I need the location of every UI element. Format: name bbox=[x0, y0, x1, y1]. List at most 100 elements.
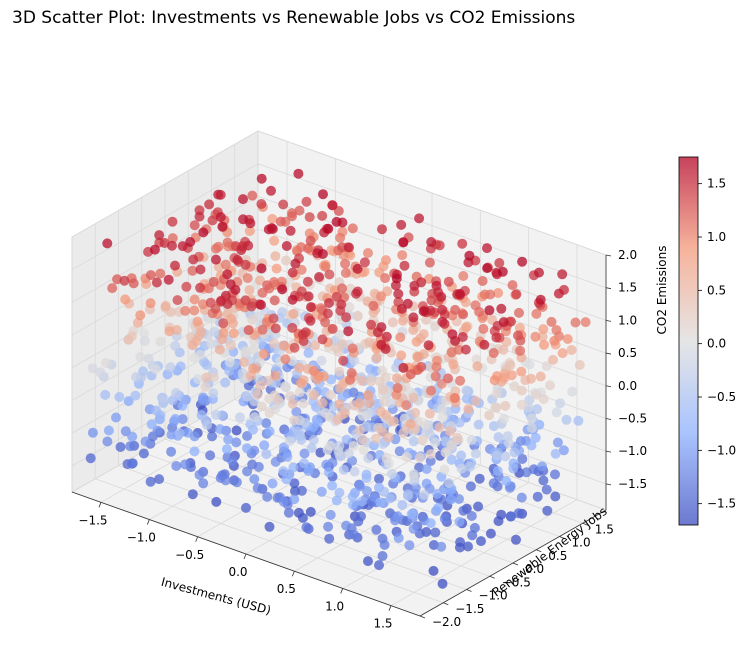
scatter-point bbox=[270, 456, 281, 467]
scatter-point bbox=[374, 473, 384, 484]
scatter-point bbox=[172, 295, 183, 306]
scatter-point bbox=[535, 294, 546, 305]
scatter-point bbox=[275, 216, 286, 227]
scatter-point bbox=[418, 306, 429, 317]
scatter-point bbox=[508, 463, 519, 474]
scatter-point bbox=[192, 374, 203, 384]
x-tick-label: 0.0 bbox=[228, 565, 247, 579]
scatter-point bbox=[434, 240, 445, 251]
scatter-point bbox=[384, 458, 394, 469]
scatter-point bbox=[242, 431, 253, 441]
scatter-point bbox=[270, 370, 281, 381]
z-tick-mark bbox=[605, 385, 612, 388]
x-tick-label: −1.0 bbox=[127, 531, 156, 545]
scatter-point bbox=[314, 272, 325, 282]
z-tick-label: −1.0 bbox=[618, 444, 647, 458]
y-tick-label: 0.5 bbox=[548, 549, 567, 563]
z-tick-mark bbox=[605, 418, 612, 420]
scatter-point bbox=[154, 230, 165, 241]
scatter-point bbox=[324, 467, 334, 478]
scatter-point bbox=[284, 436, 295, 447]
scatter-point bbox=[555, 398, 566, 409]
scatter-point bbox=[289, 342, 300, 353]
scatter-point bbox=[187, 265, 198, 276]
scatter-point bbox=[194, 469, 205, 480]
scatter-point bbox=[135, 352, 146, 362]
scatter-point bbox=[340, 268, 351, 278]
scatter-point bbox=[285, 391, 296, 402]
scatter-point bbox=[380, 273, 391, 284]
scatter-point bbox=[139, 336, 150, 346]
scatter-point bbox=[455, 375, 466, 386]
scatter-point bbox=[488, 421, 499, 432]
scatter-point bbox=[434, 422, 445, 433]
scatter-point bbox=[430, 527, 441, 538]
scatter-point bbox=[201, 372, 212, 383]
scatter-point bbox=[497, 266, 508, 277]
scatter-point bbox=[488, 478, 499, 489]
scatter-point bbox=[371, 524, 382, 535]
scatter-point bbox=[225, 340, 236, 351]
scatter-point bbox=[464, 461, 475, 472]
scatter-point bbox=[409, 471, 420, 482]
scatter-point bbox=[327, 200, 338, 211]
scatter-point bbox=[580, 317, 591, 328]
x-tick-label: 0.5 bbox=[277, 582, 296, 596]
scatter-point bbox=[324, 412, 335, 423]
y-tick-label: −1.0 bbox=[479, 589, 508, 603]
tick-labels: −1.5−1.0−0.50.00.51.01.5 −2.0−1.5−1.0−0.5… bbox=[78, 248, 647, 631]
z-tick-mark bbox=[605, 450, 612, 453]
scatter-point bbox=[327, 323, 338, 334]
scatter-point bbox=[344, 242, 354, 253]
scatter-point bbox=[343, 448, 354, 459]
scatter-point bbox=[358, 435, 368, 445]
scatter-point bbox=[436, 291, 447, 302]
scatter-point bbox=[332, 414, 343, 425]
scatter-point bbox=[463, 541, 473, 552]
scatter-point bbox=[177, 400, 188, 411]
scatter-point bbox=[252, 483, 263, 493]
scatter-point bbox=[484, 305, 495, 316]
scatter-point bbox=[242, 466, 253, 477]
scatter-point bbox=[198, 299, 208, 310]
scatter-point bbox=[264, 407, 275, 418]
scatter-point bbox=[545, 380, 555, 391]
scatter-point bbox=[362, 486, 372, 496]
scatter-point bbox=[437, 412, 448, 423]
scatter-point bbox=[364, 397, 375, 408]
scatter-point bbox=[247, 314, 258, 325]
scatter-point bbox=[166, 446, 177, 457]
scatter-point bbox=[527, 423, 537, 434]
scatter-point bbox=[488, 348, 499, 358]
scatter-point bbox=[392, 383, 403, 393]
scatter-point bbox=[377, 551, 388, 561]
scatter-point bbox=[476, 536, 486, 547]
scatter-point bbox=[103, 425, 114, 436]
scatter-point bbox=[538, 394, 549, 405]
scatter-point bbox=[339, 408, 350, 419]
y-tick-label: −0.5 bbox=[502, 575, 531, 589]
scatter-point bbox=[573, 415, 584, 426]
scatter-point bbox=[374, 560, 384, 571]
x-tick-mark bbox=[388, 605, 392, 611]
grid-line bbox=[71, 359, 259, 467]
scatter-point bbox=[532, 491, 543, 502]
scatter-point bbox=[135, 310, 146, 321]
scatter-point bbox=[270, 323, 281, 334]
scatter-point bbox=[198, 478, 209, 489]
x-tick-mark bbox=[243, 553, 247, 560]
scatter-point bbox=[517, 454, 528, 464]
scatter-point bbox=[366, 376, 377, 387]
scatter-point bbox=[392, 511, 403, 522]
scatter-point bbox=[189, 446, 200, 457]
scatter-point bbox=[95, 367, 106, 378]
scatter-point bbox=[489, 375, 500, 386]
scatter-point bbox=[421, 314, 432, 325]
scatter-point bbox=[125, 441, 136, 452]
scatter-point bbox=[167, 216, 178, 227]
scatter-point bbox=[145, 298, 156, 309]
scatter-point bbox=[224, 357, 235, 368]
scatter-point bbox=[546, 316, 557, 327]
scatter-point bbox=[185, 237, 196, 247]
scatter-point bbox=[493, 288, 504, 298]
